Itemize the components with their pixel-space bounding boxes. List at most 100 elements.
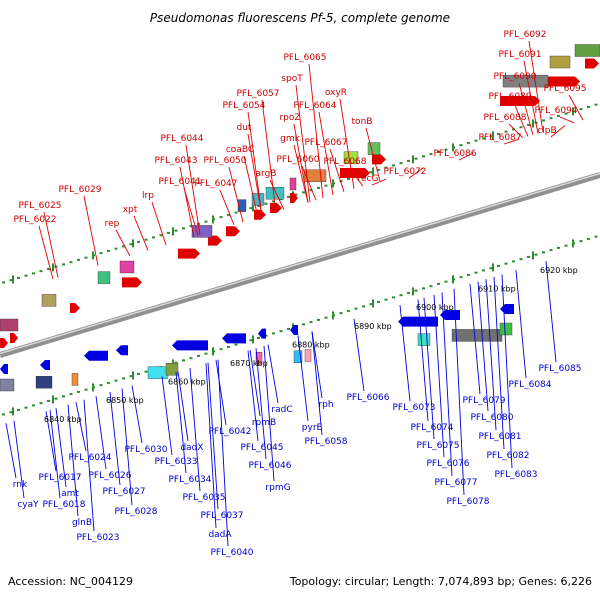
tick-dot bbox=[369, 303, 373, 306]
kbp-tick-label: 6850 kbp bbox=[106, 396, 144, 405]
label-leader bbox=[249, 349, 261, 417]
label-leader bbox=[267, 344, 279, 404]
tick-dot bbox=[467, 141, 470, 144]
tick-dot bbox=[99, 252, 103, 255]
label-leader bbox=[365, 127, 381, 182]
tick-dot bbox=[542, 251, 545, 254]
tick-dot bbox=[69, 393, 73, 396]
label-leader bbox=[293, 144, 309, 203]
gene-label: tonB bbox=[352, 117, 373, 127]
gene-label: PFL_6066 bbox=[346, 393, 389, 403]
tick-dot bbox=[189, 357, 193, 360]
tick-dot bbox=[587, 105, 590, 108]
major-tick bbox=[372, 299, 374, 308]
gene-label: rep bbox=[105, 219, 120, 229]
gene-label: PFL_6047 bbox=[194, 179, 237, 189]
gene-label: PFL_6017 bbox=[38, 473, 81, 483]
cog-block bbox=[255, 352, 263, 365]
tick-dot bbox=[459, 144, 463, 147]
tick-dot bbox=[429, 153, 433, 156]
label-leader bbox=[185, 144, 201, 236]
major-tick bbox=[492, 263, 494, 272]
tick-dot bbox=[384, 298, 388, 301]
gene-label: PFL_6068 bbox=[323, 157, 366, 167]
tick-dot bbox=[227, 345, 230, 348]
gene-label: PFL_6072 bbox=[383, 167, 426, 177]
gene-label: cyaY bbox=[17, 500, 39, 510]
tick-dot bbox=[197, 354, 200, 357]
cog-block bbox=[35, 376, 53, 389]
tick-dot bbox=[204, 220, 208, 223]
major-tick bbox=[12, 407, 14, 416]
tick-dot bbox=[377, 168, 380, 171]
tick-dot bbox=[182, 359, 185, 362]
cog-block bbox=[343, 151, 359, 165]
accession-text: Accession: NC_004129 bbox=[8, 575, 133, 588]
gene-label: PFL_6033 bbox=[154, 457, 197, 467]
tick-dot bbox=[549, 249, 553, 252]
forward-gene-arrow bbox=[178, 248, 200, 259]
major-tick bbox=[532, 119, 534, 128]
reverse-gene-arrow bbox=[398, 316, 438, 327]
forward-gene-arrow bbox=[585, 58, 599, 69]
major-tick bbox=[132, 239, 134, 248]
label-leader bbox=[311, 331, 323, 436]
gene-label: PFL_6079 bbox=[462, 396, 505, 406]
tick-dot bbox=[347, 309, 350, 312]
label-leader bbox=[247, 350, 259, 442]
label-leader bbox=[215, 360, 227, 426]
major-tick bbox=[532, 251, 534, 260]
cog-block bbox=[499, 322, 513, 336]
tick-dot bbox=[294, 193, 298, 196]
tick-dot bbox=[257, 336, 260, 339]
label-leader bbox=[297, 335, 309, 422]
tick-dot bbox=[152, 236, 155, 239]
cog-block bbox=[451, 329, 503, 342]
tick-dot bbox=[182, 227, 185, 230]
tick-dot bbox=[324, 184, 328, 187]
tick-dot bbox=[339, 312, 343, 315]
tick-dot bbox=[362, 305, 365, 308]
forward-gene-arrow bbox=[10, 333, 18, 343]
label-leader bbox=[523, 60, 539, 134]
tick-dot bbox=[369, 171, 373, 174]
kbp-tick-label: 6890 kbp bbox=[354, 322, 392, 331]
cog-block bbox=[191, 225, 213, 238]
label-leader bbox=[515, 270, 527, 379]
tick-dot bbox=[174, 229, 178, 232]
tick-dot bbox=[444, 148, 448, 151]
tick-dot bbox=[54, 397, 58, 400]
gene-label: PFL_6077 bbox=[434, 478, 477, 488]
reverse-gene-arrow bbox=[84, 350, 108, 361]
label-leader bbox=[38, 225, 54, 280]
cog-block bbox=[237, 199, 247, 212]
label-leader bbox=[67, 404, 79, 517]
label-leader bbox=[269, 179, 285, 210]
cog-block bbox=[97, 271, 111, 284]
reverse-gene-arrow bbox=[0, 364, 8, 374]
cog-block bbox=[119, 260, 135, 274]
tick-dot bbox=[219, 348, 223, 351]
label-leader bbox=[503, 139, 519, 145]
forward-gene-arrow bbox=[545, 76, 580, 87]
gene-label: PFL_6024 bbox=[68, 453, 111, 463]
cog-block bbox=[417, 333, 431, 346]
tick-dot bbox=[279, 330, 283, 333]
label-leader bbox=[485, 279, 497, 431]
gene-label: PFL_6043 bbox=[154, 156, 197, 166]
tick-dot bbox=[144, 370, 148, 373]
tick-dot bbox=[272, 332, 275, 335]
label-leader bbox=[295, 84, 311, 203]
genome-summary: Topology: circular; Length: 7,074,893 bp… bbox=[289, 575, 592, 588]
label-leader bbox=[469, 283, 481, 395]
tick-dot bbox=[122, 377, 125, 380]
major-tick bbox=[452, 275, 454, 284]
tick-dot bbox=[234, 343, 238, 346]
tick-dot bbox=[2, 413, 5, 416]
tick-dot bbox=[467, 273, 470, 276]
tick-dot bbox=[324, 316, 328, 319]
forward-gene-arrow bbox=[270, 203, 282, 213]
gene-label: PFL_6044 bbox=[160, 134, 203, 144]
tick-dot bbox=[159, 234, 163, 237]
